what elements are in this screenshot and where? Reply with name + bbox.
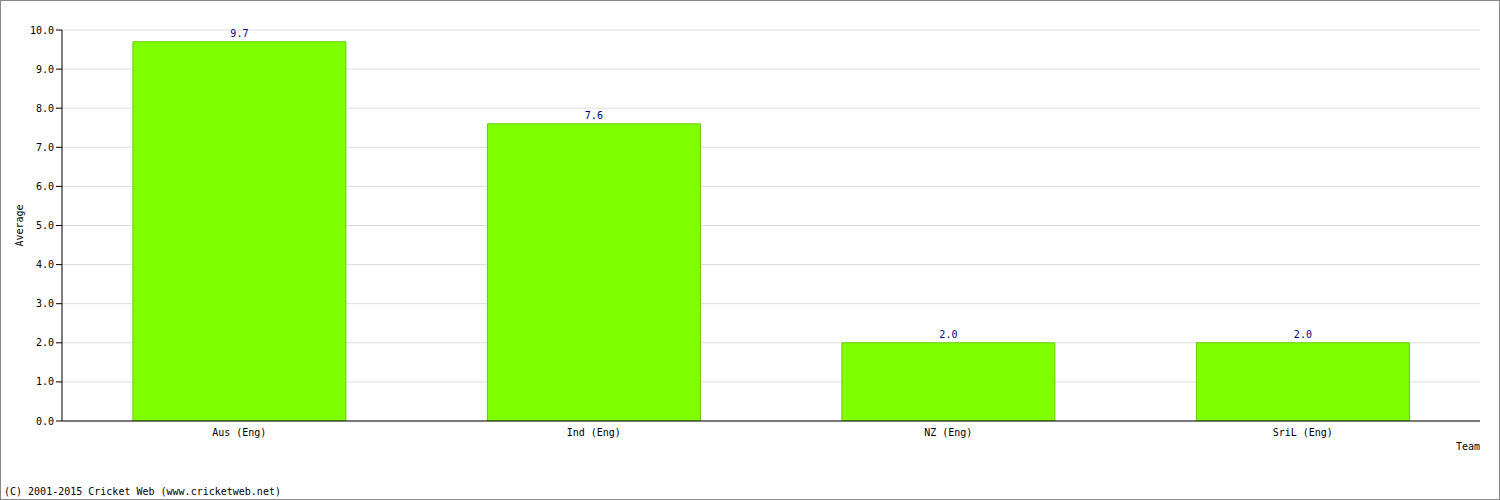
svg-text:Average: Average [14, 204, 25, 246]
svg-text:9.0: 9.0 [36, 64, 54, 75]
svg-text:7.6: 7.6 [585, 110, 603, 121]
svg-text:7.0: 7.0 [36, 142, 54, 153]
svg-text:10.0: 10.0 [30, 25, 54, 36]
html-text:Team: Team [1455, 441, 1480, 452]
svg-text:0.0: 0.0 [36, 416, 54, 427]
svg-text:5.0: 5.0 [36, 220, 54, 231]
svg-text:Ind (Eng): Ind (Eng) [567, 427, 621, 438]
svg-text:6.0: 6.0 [36, 181, 54, 192]
svg-text:2.0: 2.0 [939, 329, 957, 340]
svg-text:9.7: 9.7 [230, 28, 248, 39]
svg-text:4.0: 4.0 [36, 259, 54, 270]
svg-text:8.0: 8.0 [36, 103, 54, 114]
html-text:(C) 2001-2015 Cricket Web (www: (C) 2001-2015 Cricket Web (www.cricketwe… [4, 486, 281, 497]
svg-text:Aus (Eng): Aus (Eng) [212, 427, 266, 438]
svg-text:1.0: 1.0 [36, 376, 54, 387]
svg-text:3.0: 3.0 [36, 298, 54, 309]
svg-text:NZ (Eng): NZ (Eng) [924, 427, 972, 438]
svg-text:SriL (Eng): SriL (Eng) [1273, 427, 1333, 438]
svg-text:2.0: 2.0 [36, 337, 54, 348]
svg-text:2.0: 2.0 [1294, 329, 1312, 340]
